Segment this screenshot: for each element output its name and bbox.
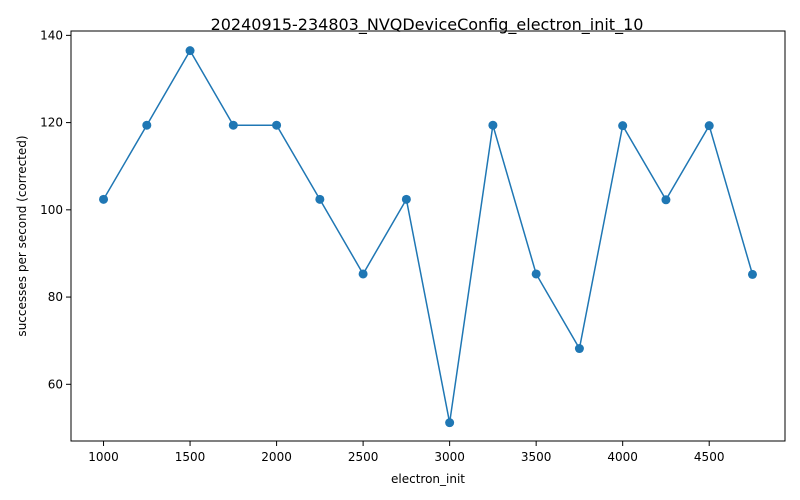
x-tick-label: 4000 <box>607 450 638 464</box>
data-point <box>401 194 411 204</box>
data-point <box>142 120 152 130</box>
x-tick-label: 1000 <box>88 450 119 464</box>
data-point <box>531 269 541 279</box>
y-axis-ticks: 60 80 100 120 140 <box>40 28 71 391</box>
plot-area-frame <box>70 30 786 442</box>
x-tick-label: 4500 <box>694 450 725 464</box>
y-tick-label: 100 <box>40 203 63 217</box>
data-point <box>488 120 498 130</box>
data-point <box>445 418 455 428</box>
data-point <box>315 194 325 204</box>
x-tick-label: 3500 <box>521 450 552 464</box>
data-point <box>228 120 238 130</box>
series-line <box>102 49 754 423</box>
x-tick-label: 1500 <box>175 450 206 464</box>
data-point <box>358 269 368 279</box>
data-point <box>618 121 628 131</box>
x-tick-label: 2500 <box>348 450 379 464</box>
series-layer <box>99 46 757 428</box>
data-point <box>704 121 714 131</box>
data-point <box>99 194 109 204</box>
y-tick-label: 60 <box>48 377 63 391</box>
data-point <box>272 120 282 130</box>
chart-title: 20240915-234803_NVQDeviceConfig_electron… <box>211 15 644 35</box>
y-tick-label: 80 <box>48 290 63 304</box>
x-axis-ticks: 1000 1500 2000 2500 3000 3500 4000 4500 <box>88 441 724 464</box>
y-axis-label: successes per second (corrected) <box>15 135 29 336</box>
y-tick-label: 120 <box>40 116 63 130</box>
data-point <box>185 46 195 56</box>
x-axis-label: electron_init <box>391 472 465 486</box>
data-point <box>747 269 757 279</box>
data-point <box>574 344 584 354</box>
y-tick-label: 140 <box>40 28 63 42</box>
data-point <box>661 195 671 205</box>
x-tick-label: 3000 <box>434 450 465 464</box>
x-tick-label: 2000 <box>261 450 292 464</box>
